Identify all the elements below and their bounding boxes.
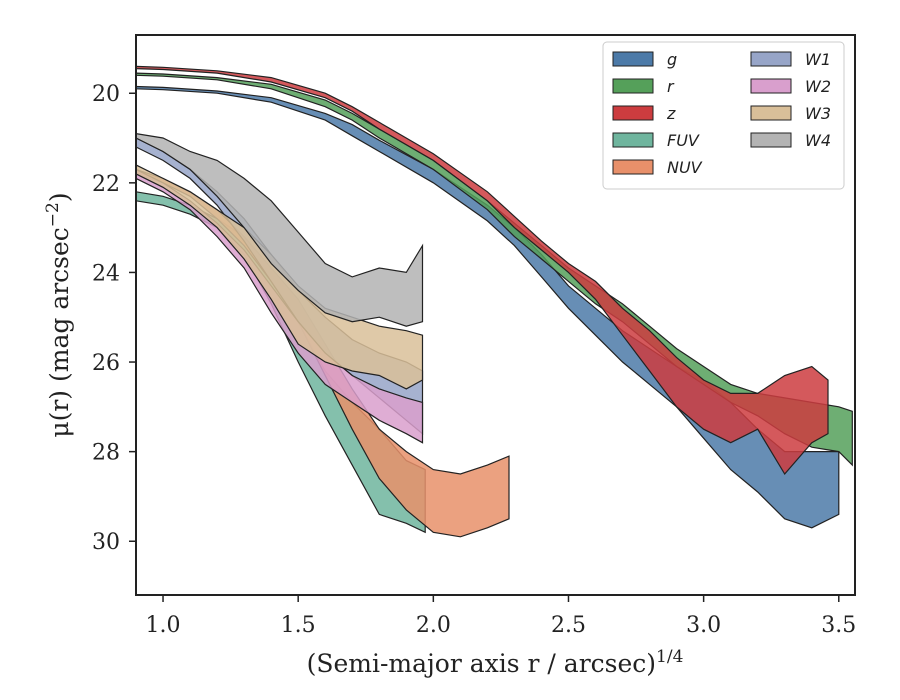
x-tick-label: 3.5 [821,613,856,638]
legend-label-z: z [666,104,676,123]
series-layer [136,65,853,538]
legend-swatch-fuv [612,132,654,148]
legend-label-w4: W4 [805,131,831,150]
x-tick-label: 1.0 [146,613,181,638]
legend-swatch-g [612,51,654,67]
y-tick-label: 28 [92,441,120,466]
legend-swatch-w4 [750,132,792,148]
x-axis-title: (Semi-major axis r / arcsec)1/4 [307,647,684,678]
legend-label-fuv: FUV [667,131,700,150]
legend-label-g: g [667,50,677,69]
x-axis: 1.0 1.5 2.0 2.5 3.0 3.5 [146,595,856,638]
legend-swatch-w2 [750,78,792,94]
legend-swatch-w1 [750,51,792,67]
y-axis: 20 22 24 26 28 30 [92,82,136,555]
x-tick-label: 2.5 [551,613,586,638]
legend-label-w3: W3 [805,104,831,123]
legend-label-w1: W1 [805,50,831,69]
series-band-w4 [136,132,424,327]
y-tick-label: 20 [92,82,120,107]
legend-label-w2: W2 [805,77,831,96]
y-tick-label: 22 [92,172,120,197]
legend-label-r: r [667,77,675,96]
legend: grz FUV NUV W1 W2 W3 W4 [602,41,845,190]
y-tick-label: 26 [92,351,120,376]
x-tick-label: 2.0 [416,613,451,638]
x-tick-label: 3.0 [686,613,721,638]
series-band-z [136,65,829,476]
legend-label-nuv: NUV [667,158,703,177]
legend-swatch-nuv [612,159,654,175]
x-tick-label: 1.5 [281,613,316,638]
y-tick-label: 30 [92,530,120,555]
y-axis-title: μ(r) (mag arcsec−2) [43,192,74,437]
legend-swatch-r [612,78,654,94]
legend-swatch-z [612,105,654,121]
legend-swatch-w3 [750,105,792,121]
plot-frame [135,34,856,596]
y-tick-label: 24 [92,261,120,286]
